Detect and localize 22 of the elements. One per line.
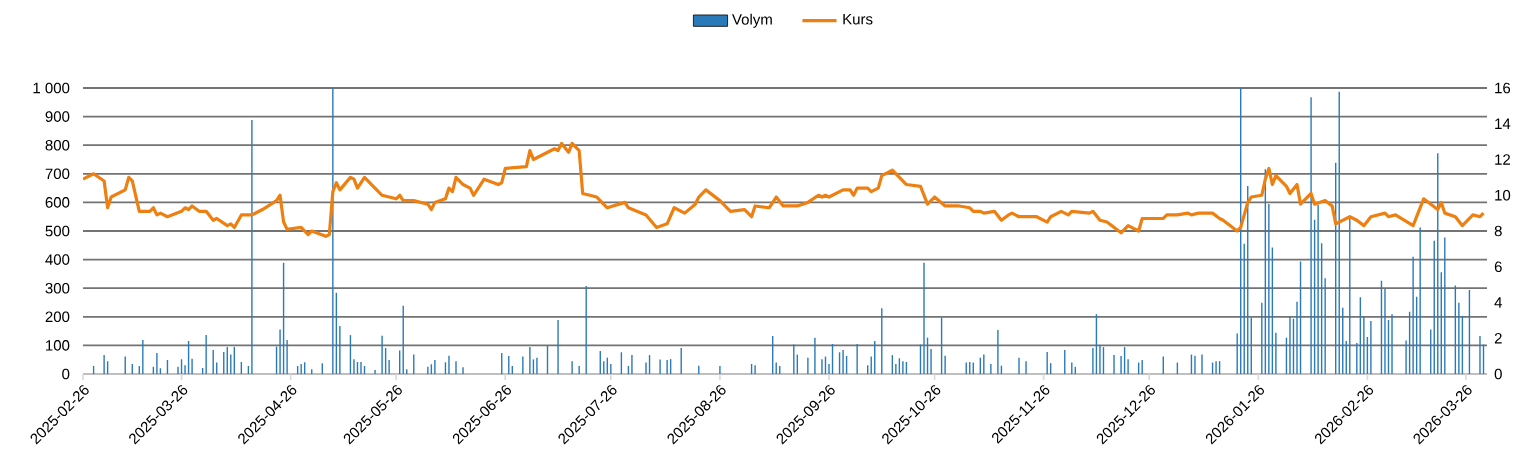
- y2-tick-label: 16: [1495, 82, 1511, 94]
- y-tick-label: 900: [45, 111, 70, 122]
- y-tick-label: 600: [45, 197, 70, 208]
- y-tick-label: 100: [46, 340, 70, 351]
- y2-tick-label: 0: [1494, 368, 1502, 380]
- y-tick-label: 500: [45, 225, 70, 237]
- legend-label: Volym: [732, 13, 772, 28]
- y-tick-label: 700: [45, 168, 70, 180]
- y2-tick-label: 8: [1494, 225, 1502, 237]
- y2-tick-label: 4: [1494, 297, 1502, 308]
- y-tick-label: 800: [45, 139, 70, 151]
- y2-tick-label: 12: [1495, 154, 1511, 165]
- y-tick-label: 1 000: [33, 82, 70, 94]
- y2-tick-label: 14: [1495, 118, 1511, 129]
- y-tick-label: 0: [62, 368, 70, 380]
- y-tick-label: 200: [45, 311, 70, 323]
- y2-tick-label: 2: [1494, 333, 1502, 344]
- y-tick-label: 300: [45, 282, 70, 294]
- y2-tick-label: 6: [1494, 261, 1502, 273]
- y2-tick-label: 10: [1495, 189, 1511, 201]
- legend-label: Kurs: [843, 14, 873, 25]
- y-tick-label: 400: [45, 254, 70, 265]
